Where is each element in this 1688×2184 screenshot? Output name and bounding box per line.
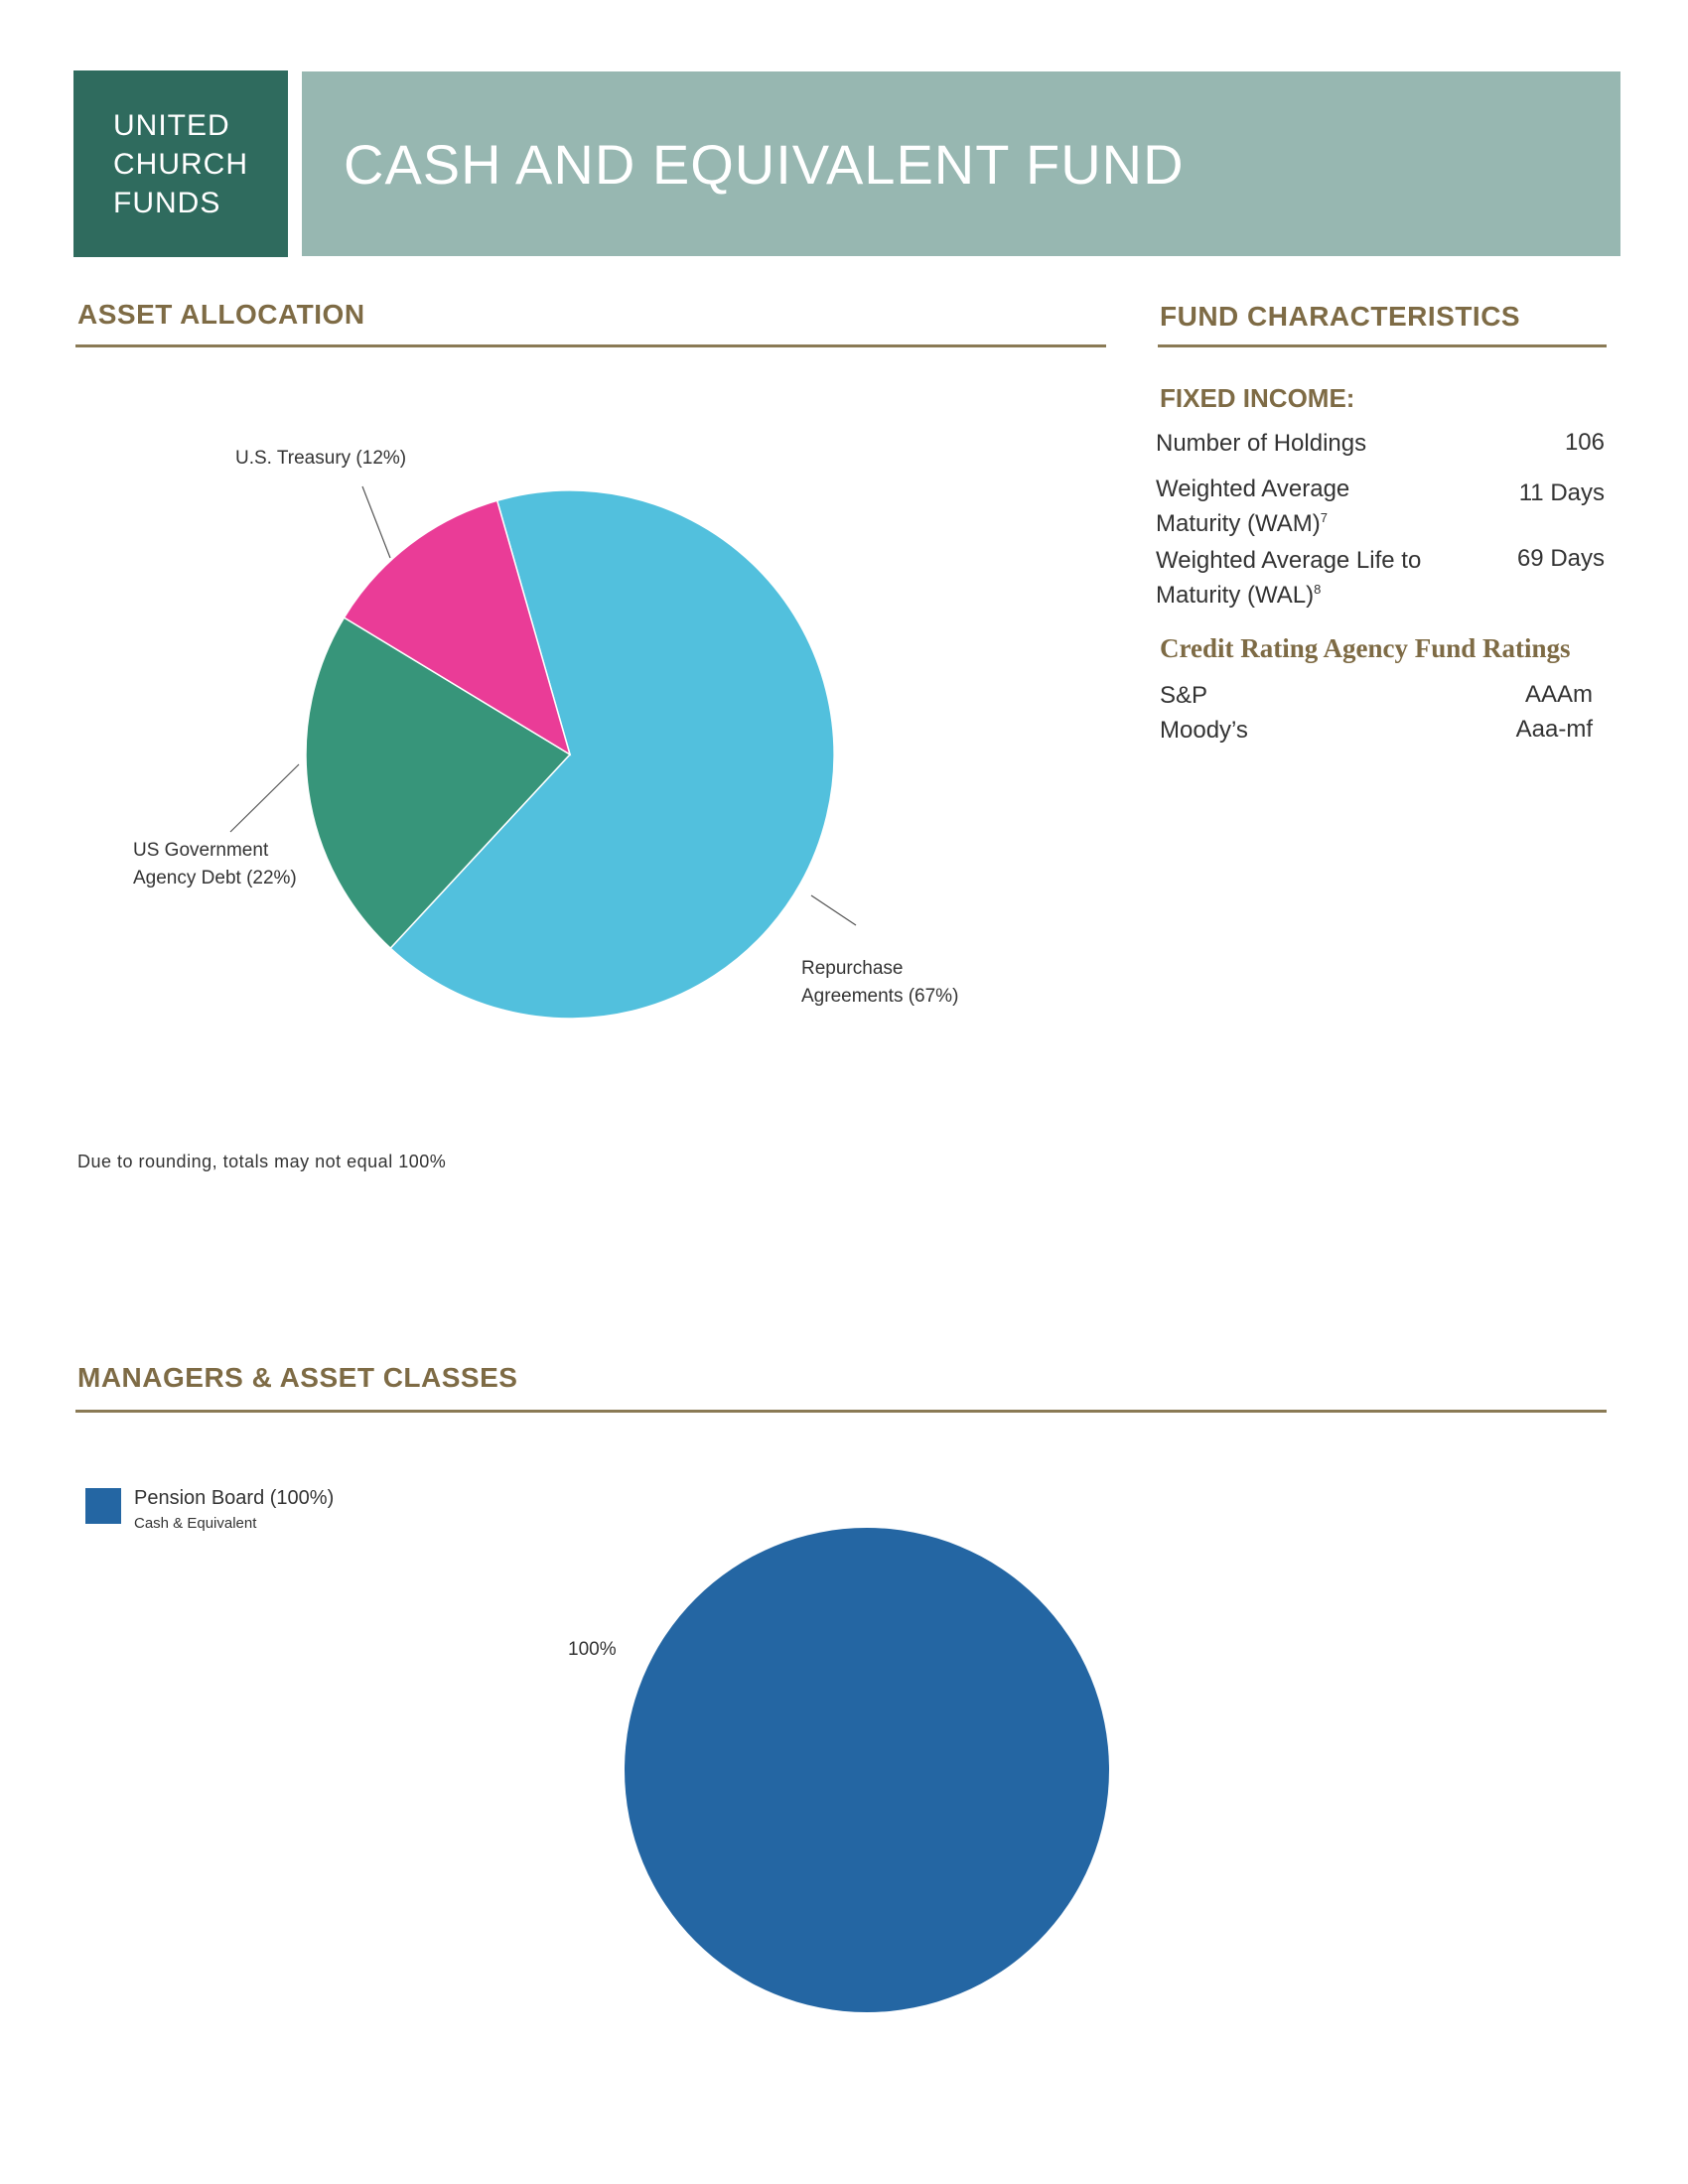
legend-name: Pension Board (100%) <box>134 1487 335 1509</box>
wam-label: Weighted Average Maturity (WAM)7 <box>1156 475 1349 538</box>
rounding-note: Due to rounding, totals may not equal 10… <box>77 1152 447 1171</box>
managers-pie-label: 100% <box>568 1639 617 1660</box>
page-title: CASH AND EQUIVALENT FUND <box>344 132 1185 196</box>
managers-heading: MANAGERS & ASSET CLASSES <box>77 1362 518 1393</box>
managers-pie <box>625 1528 1109 2012</box>
asset-allocation-heading: ASSET ALLOCATION <box>77 299 365 330</box>
agency-leader-line <box>229 763 300 833</box>
logo-line-2: CHURCH <box>113 148 248 181</box>
holdings-label: Number of Holdings <box>1156 430 1367 457</box>
wal-label: Weighted Average Life to Maturity (WAL)8 <box>1156 546 1421 610</box>
repo-label-line-1: Repurchase <box>801 958 904 979</box>
sp-label: S&P <box>1160 682 1208 709</box>
wal-value: 69 Days <box>1516 545 1605 572</box>
logo-line-3: FUNDS <box>113 187 221 219</box>
agency-label-line-1: US Government <box>133 840 269 861</box>
managers-rule <box>75 1410 1607 1413</box>
fund-characteristics-rule <box>1158 344 1607 347</box>
pie-slice-u-s-treasury <box>343 499 572 756</box>
treasury-label: U.S. Treasury (12%) <box>235 448 407 469</box>
wal-footnote: 8 <box>1314 582 1322 597</box>
legend-subtitle: Cash & Equivalent <box>134 1515 257 1532</box>
fixed-income-heading: FIXED INCOME: <box>1160 383 1355 413</box>
pie-slice-repurchase-agreements <box>389 489 835 1020</box>
wal-label-line-1: Weighted Average Life to <box>1156 547 1422 574</box>
repo-leader-line <box>810 894 857 926</box>
holdings-value: 106 <box>1564 429 1605 456</box>
pie-slice-us-government-agency-debt <box>305 616 572 950</box>
sp-rating: AAAm <box>1524 681 1593 708</box>
title-banner: CASH AND EQUIVALENT FUND <box>302 71 1620 256</box>
pie-slice-pension-board <box>625 1528 1109 2012</box>
wam-footnote: 7 <box>1320 510 1328 525</box>
ratings-heading: Credit Rating Agency Fund Ratings <box>1160 633 1571 663</box>
legend-swatch <box>85 1488 121 1524</box>
asset-allocation-rule <box>75 344 1106 347</box>
wal-label-line-2: Maturity (WAL)8 <box>1156 575 1421 610</box>
fund-characteristics-heading: FUND CHARACTERISTICS <box>1160 301 1521 332</box>
moodys-label: Moody’s <box>1160 717 1248 744</box>
moodys-rating: Aaa-mf <box>1515 716 1593 743</box>
logo-line-1: UNITED <box>113 109 230 142</box>
wam-label-text: Maturity (WAM) <box>1156 510 1321 537</box>
asset-allocation-pie <box>229 485 857 1020</box>
wal-label-text: Maturity (WAL) <box>1156 582 1315 609</box>
repo-label-line-2: Agreements (67%) <box>801 986 959 1007</box>
agency-label: US Government Agency Debt (22%) <box>133 837 297 892</box>
agency-label-line-2: Agency Debt (22%) <box>133 868 297 888</box>
treasury-leader-line <box>361 485 391 559</box>
wam-value: 11 Days <box>1518 479 1605 506</box>
logo: UNITED CHURCH FUNDS <box>73 70 288 257</box>
repo-label: Repurchase Agreements (67%) <box>801 955 958 1011</box>
wam-label-line-1: Weighted Average <box>1156 476 1350 502</box>
wam-label-line-2: Maturity (WAM)7 <box>1156 503 1349 538</box>
